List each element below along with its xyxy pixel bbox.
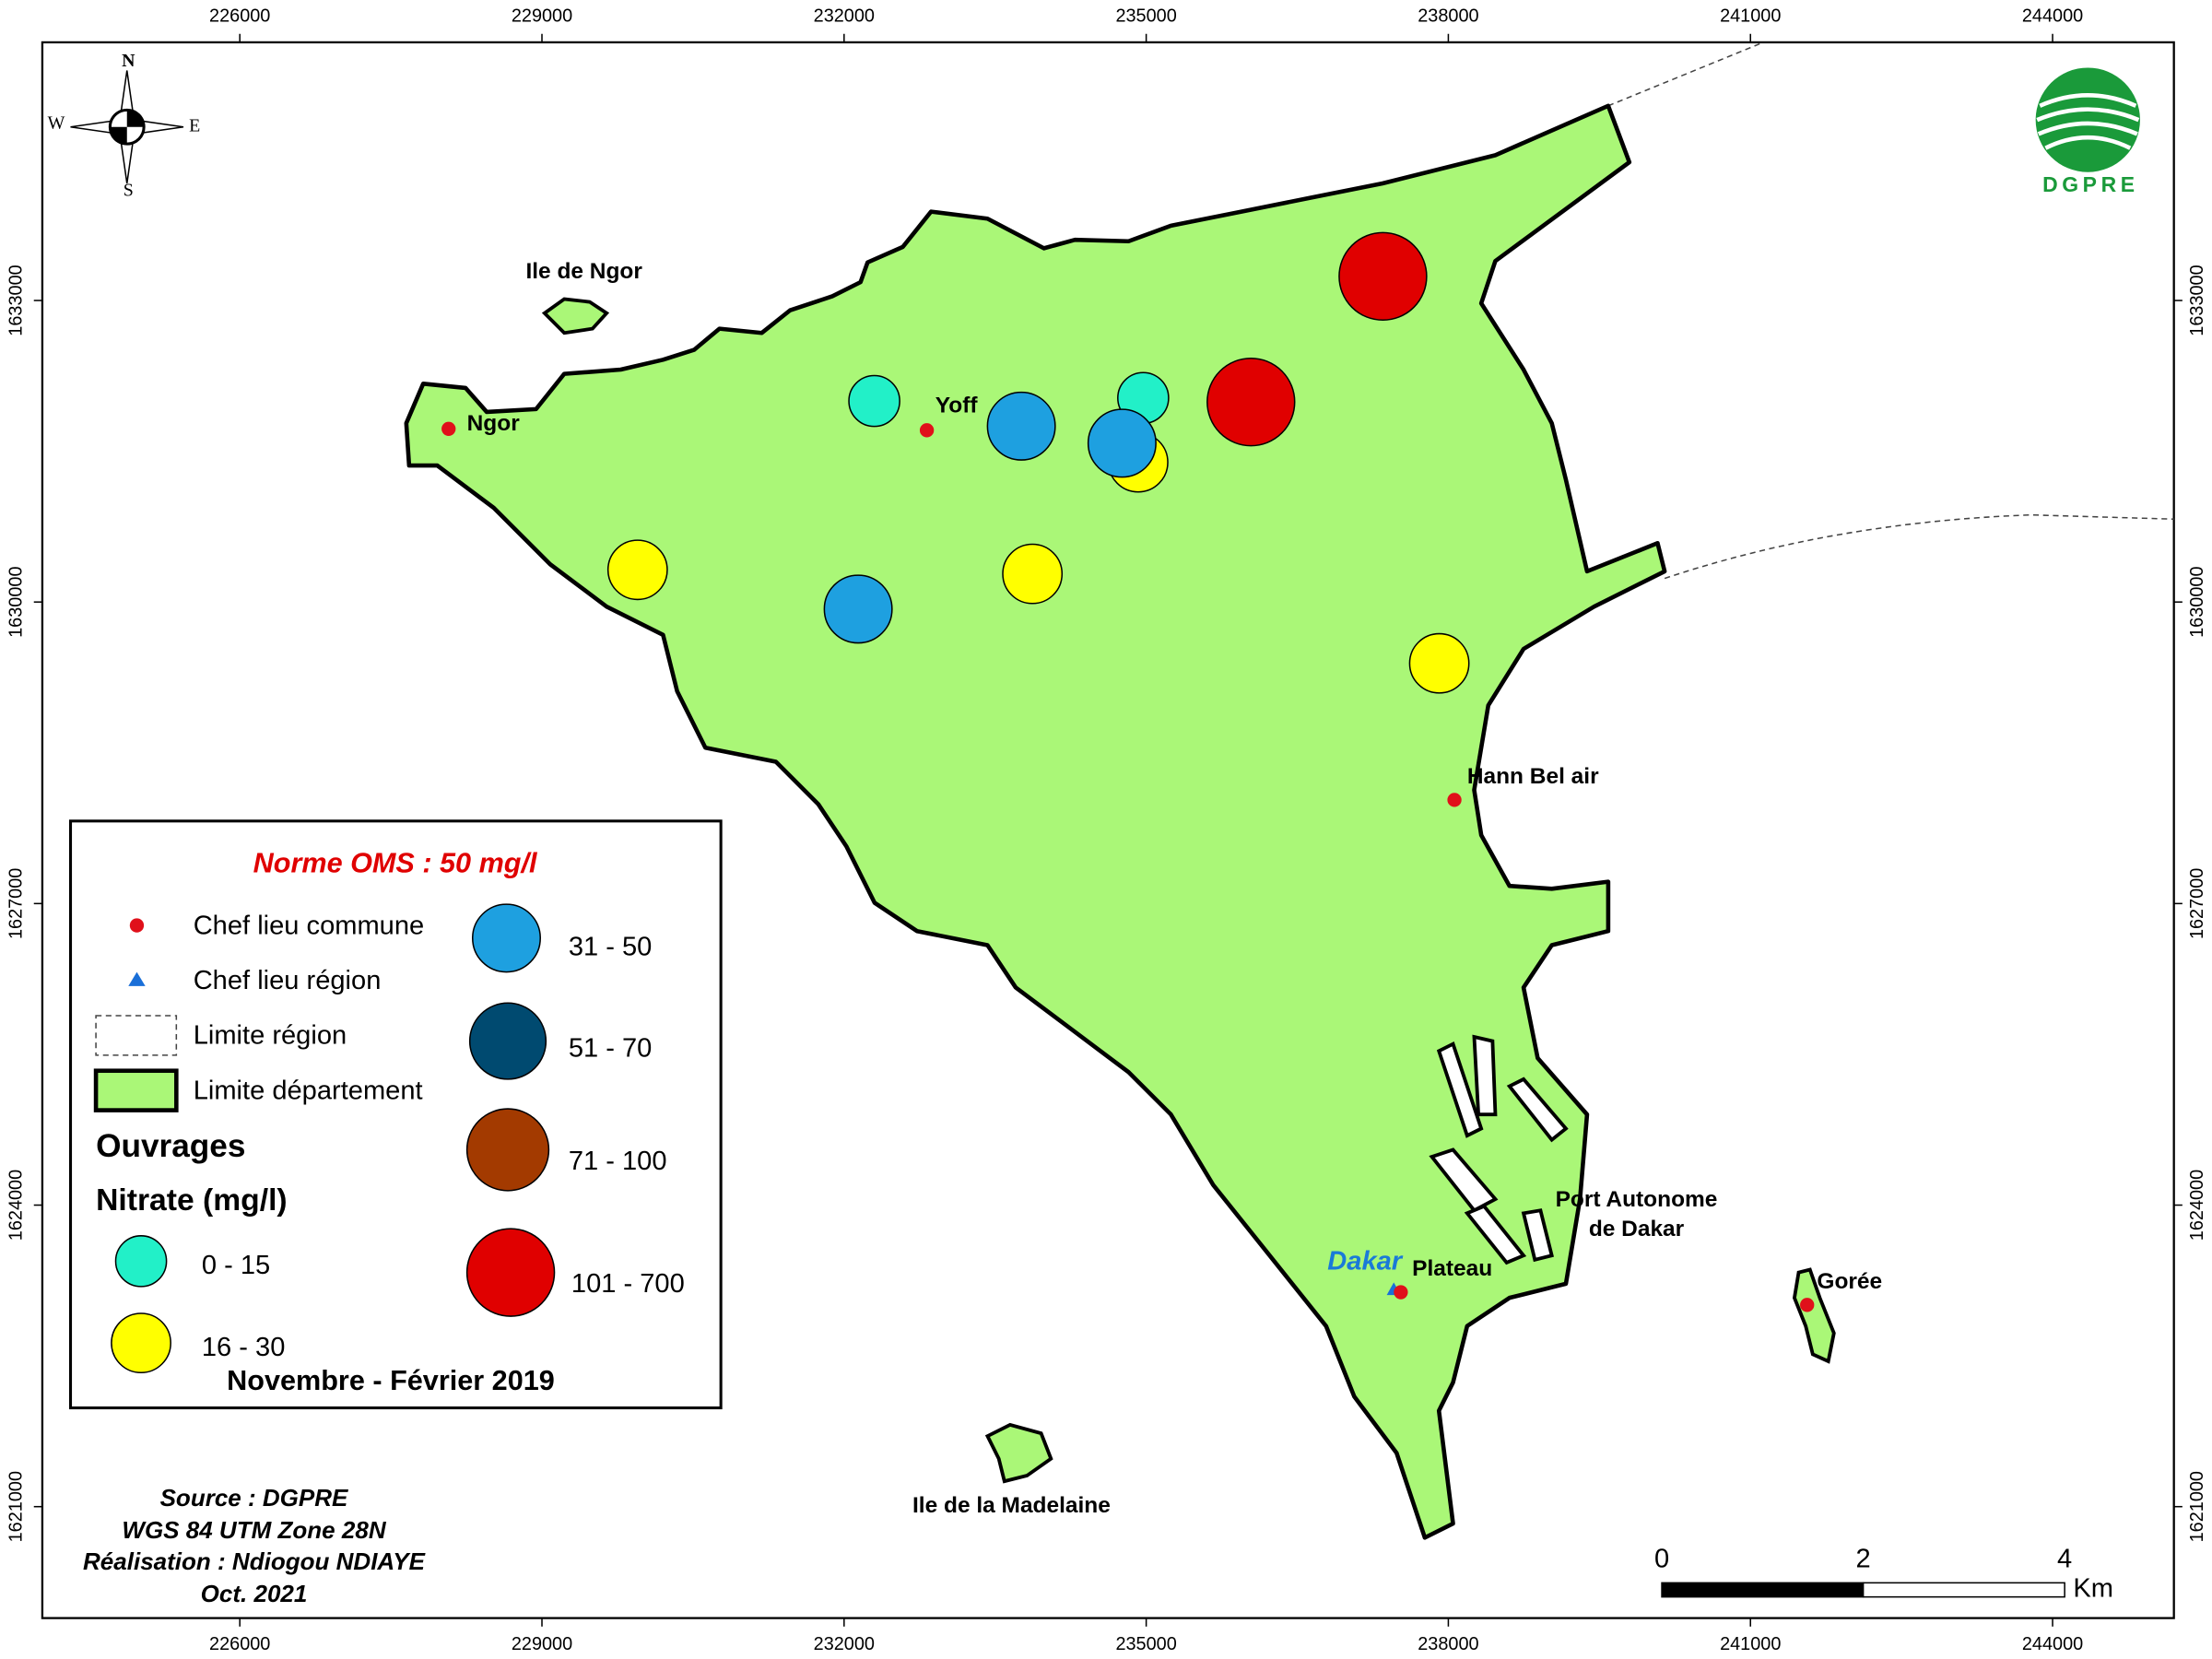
well (986, 391, 1056, 461)
legend-swatch (465, 1108, 550, 1192)
legend-label: Limite région (194, 1021, 347, 1051)
place-label: Ngor (467, 411, 521, 436)
credit-line: WGS 84 UTM Zone 28N (122, 1516, 386, 1544)
credit-line: Oct. 2021 (201, 1580, 308, 1607)
well (1338, 231, 1428, 322)
y-tick-label: 1624000 (6, 1170, 27, 1241)
y-tick-label: 1627000 (6, 868, 27, 939)
ile-de-ngor-shape (541, 297, 610, 335)
compass-letter: S (124, 181, 134, 201)
legend: Norme OMS : 50 mg/l Chef lieu commune Ch… (69, 819, 723, 1410)
well (848, 374, 900, 428)
scale-label: 2 (1856, 1545, 1871, 1574)
place-label: de Dakar (1589, 1217, 1685, 1241)
goree-shape (1792, 1267, 1836, 1364)
legend-label: 16 - 30 (202, 1333, 286, 1362)
scale-unit: Km (2073, 1574, 2113, 1604)
x-tick-label: 235000 (1115, 6, 1176, 27)
town-dot (1394, 1285, 1408, 1300)
legend-heading: Ouvrages (96, 1128, 245, 1164)
legend-swatch (114, 1235, 168, 1288)
well (606, 539, 668, 601)
credits: Source : DGPRE WGS 84 UTM Zone 28N Réali… (83, 1484, 426, 1607)
legend-swatch (468, 1002, 547, 1080)
scale-label: 4 (2057, 1545, 2072, 1574)
scale-label: 0 (1654, 1545, 1669, 1574)
legend-label: 71 - 100 (569, 1147, 667, 1176)
legend-heading: Nitrate (mg/l) (96, 1183, 288, 1218)
x-tick-label: 238000 (1418, 1634, 1478, 1654)
x-tick-label: 241000 (1720, 6, 1781, 27)
x-tick-label: 241000 (1720, 1634, 1781, 1654)
place-label: Dakar (1327, 1247, 1404, 1277)
well (1087, 408, 1157, 478)
scale-segment (1862, 1582, 2065, 1598)
x-tick-label: 232000 (814, 6, 875, 27)
legend-swatch (465, 1228, 556, 1317)
place-label: Yoff (935, 393, 979, 418)
compass-letter: W (48, 112, 65, 133)
y-tick-label: 1621000 (2187, 1471, 2207, 1542)
x-tick-label: 229000 (512, 6, 572, 27)
town-dot (919, 423, 935, 438)
place-label: Port Autonome (1556, 1187, 1718, 1212)
town-dot (1447, 793, 1462, 807)
well (1408, 632, 1470, 694)
place-label: Plateau (1412, 1256, 1492, 1281)
compass-letter: E (189, 115, 200, 135)
well (1002, 543, 1064, 605)
y-tick-label: 1630000 (6, 567, 27, 638)
place-label: Ile de Ngor (525, 259, 642, 284)
credit-line: Réalisation : Ndiogou NDIAYE (83, 1547, 426, 1575)
legend-label: Chef lieu région (194, 966, 382, 995)
x-tick-label: 229000 (512, 1634, 572, 1654)
logo: DGPRE (2035, 67, 2140, 196)
well (823, 574, 893, 644)
y-tick-label: 1621000 (6, 1471, 27, 1542)
legend-label: Limite département (194, 1076, 423, 1105)
legend-label: 0 - 15 (202, 1251, 270, 1280)
logo-text: DGPRE (2042, 172, 2139, 196)
y-tick-label: 1627000 (2187, 868, 2207, 939)
compass: N S E W (48, 51, 201, 201)
legend-swatch (111, 1312, 171, 1374)
legend-label: 31 - 50 (569, 932, 653, 961)
credit-line: Source : DGPRE (160, 1484, 348, 1512)
town-dot (1800, 1298, 1815, 1312)
legend-period: Novembre - Février 2019 (227, 1365, 555, 1396)
place-label: Hann Bel air (1467, 764, 1599, 789)
places: Ile de Ngor Ngor Yoff Hann Bel air Port … (441, 259, 1882, 1518)
compass-letter: N (122, 51, 135, 71)
y-tick-label: 1630000 (2187, 567, 2207, 638)
y-tick-label: 1633000 (6, 265, 27, 335)
department-land (404, 103, 1667, 1540)
x-tick-label: 244000 (2022, 1634, 2083, 1654)
x-tick-label: 232000 (814, 1634, 875, 1654)
port-docks (1429, 1034, 1569, 1265)
legend-title: Norme OMS : 50 mg/l (253, 847, 538, 878)
x-tick-label: 235000 (1115, 1634, 1176, 1654)
legend-label: 51 - 70 (569, 1033, 653, 1063)
town-dot (441, 421, 456, 436)
x-tick-label: 238000 (1418, 6, 1478, 27)
y-tick-label: 1624000 (2187, 1170, 2207, 1241)
legend-swatch (471, 903, 541, 973)
region-limit (1607, 41, 2174, 580)
y-tick-label: 1633000 (2187, 265, 2207, 335)
x-tick-label: 244000 (2022, 6, 2083, 27)
legend-label: 101 - 700 (571, 1269, 685, 1299)
scale-segment (1661, 1582, 1865, 1598)
x-tick-label: 226000 (209, 6, 270, 27)
well (1206, 357, 1296, 447)
legend-label: Chef lieu commune (194, 911, 425, 940)
x-tick-label: 226000 (209, 1634, 270, 1654)
place-label: Gorée (1817, 1269, 1882, 1294)
place-label: Ile de la Madelaine (912, 1493, 1111, 1518)
madelaine-shape (984, 1422, 1053, 1484)
